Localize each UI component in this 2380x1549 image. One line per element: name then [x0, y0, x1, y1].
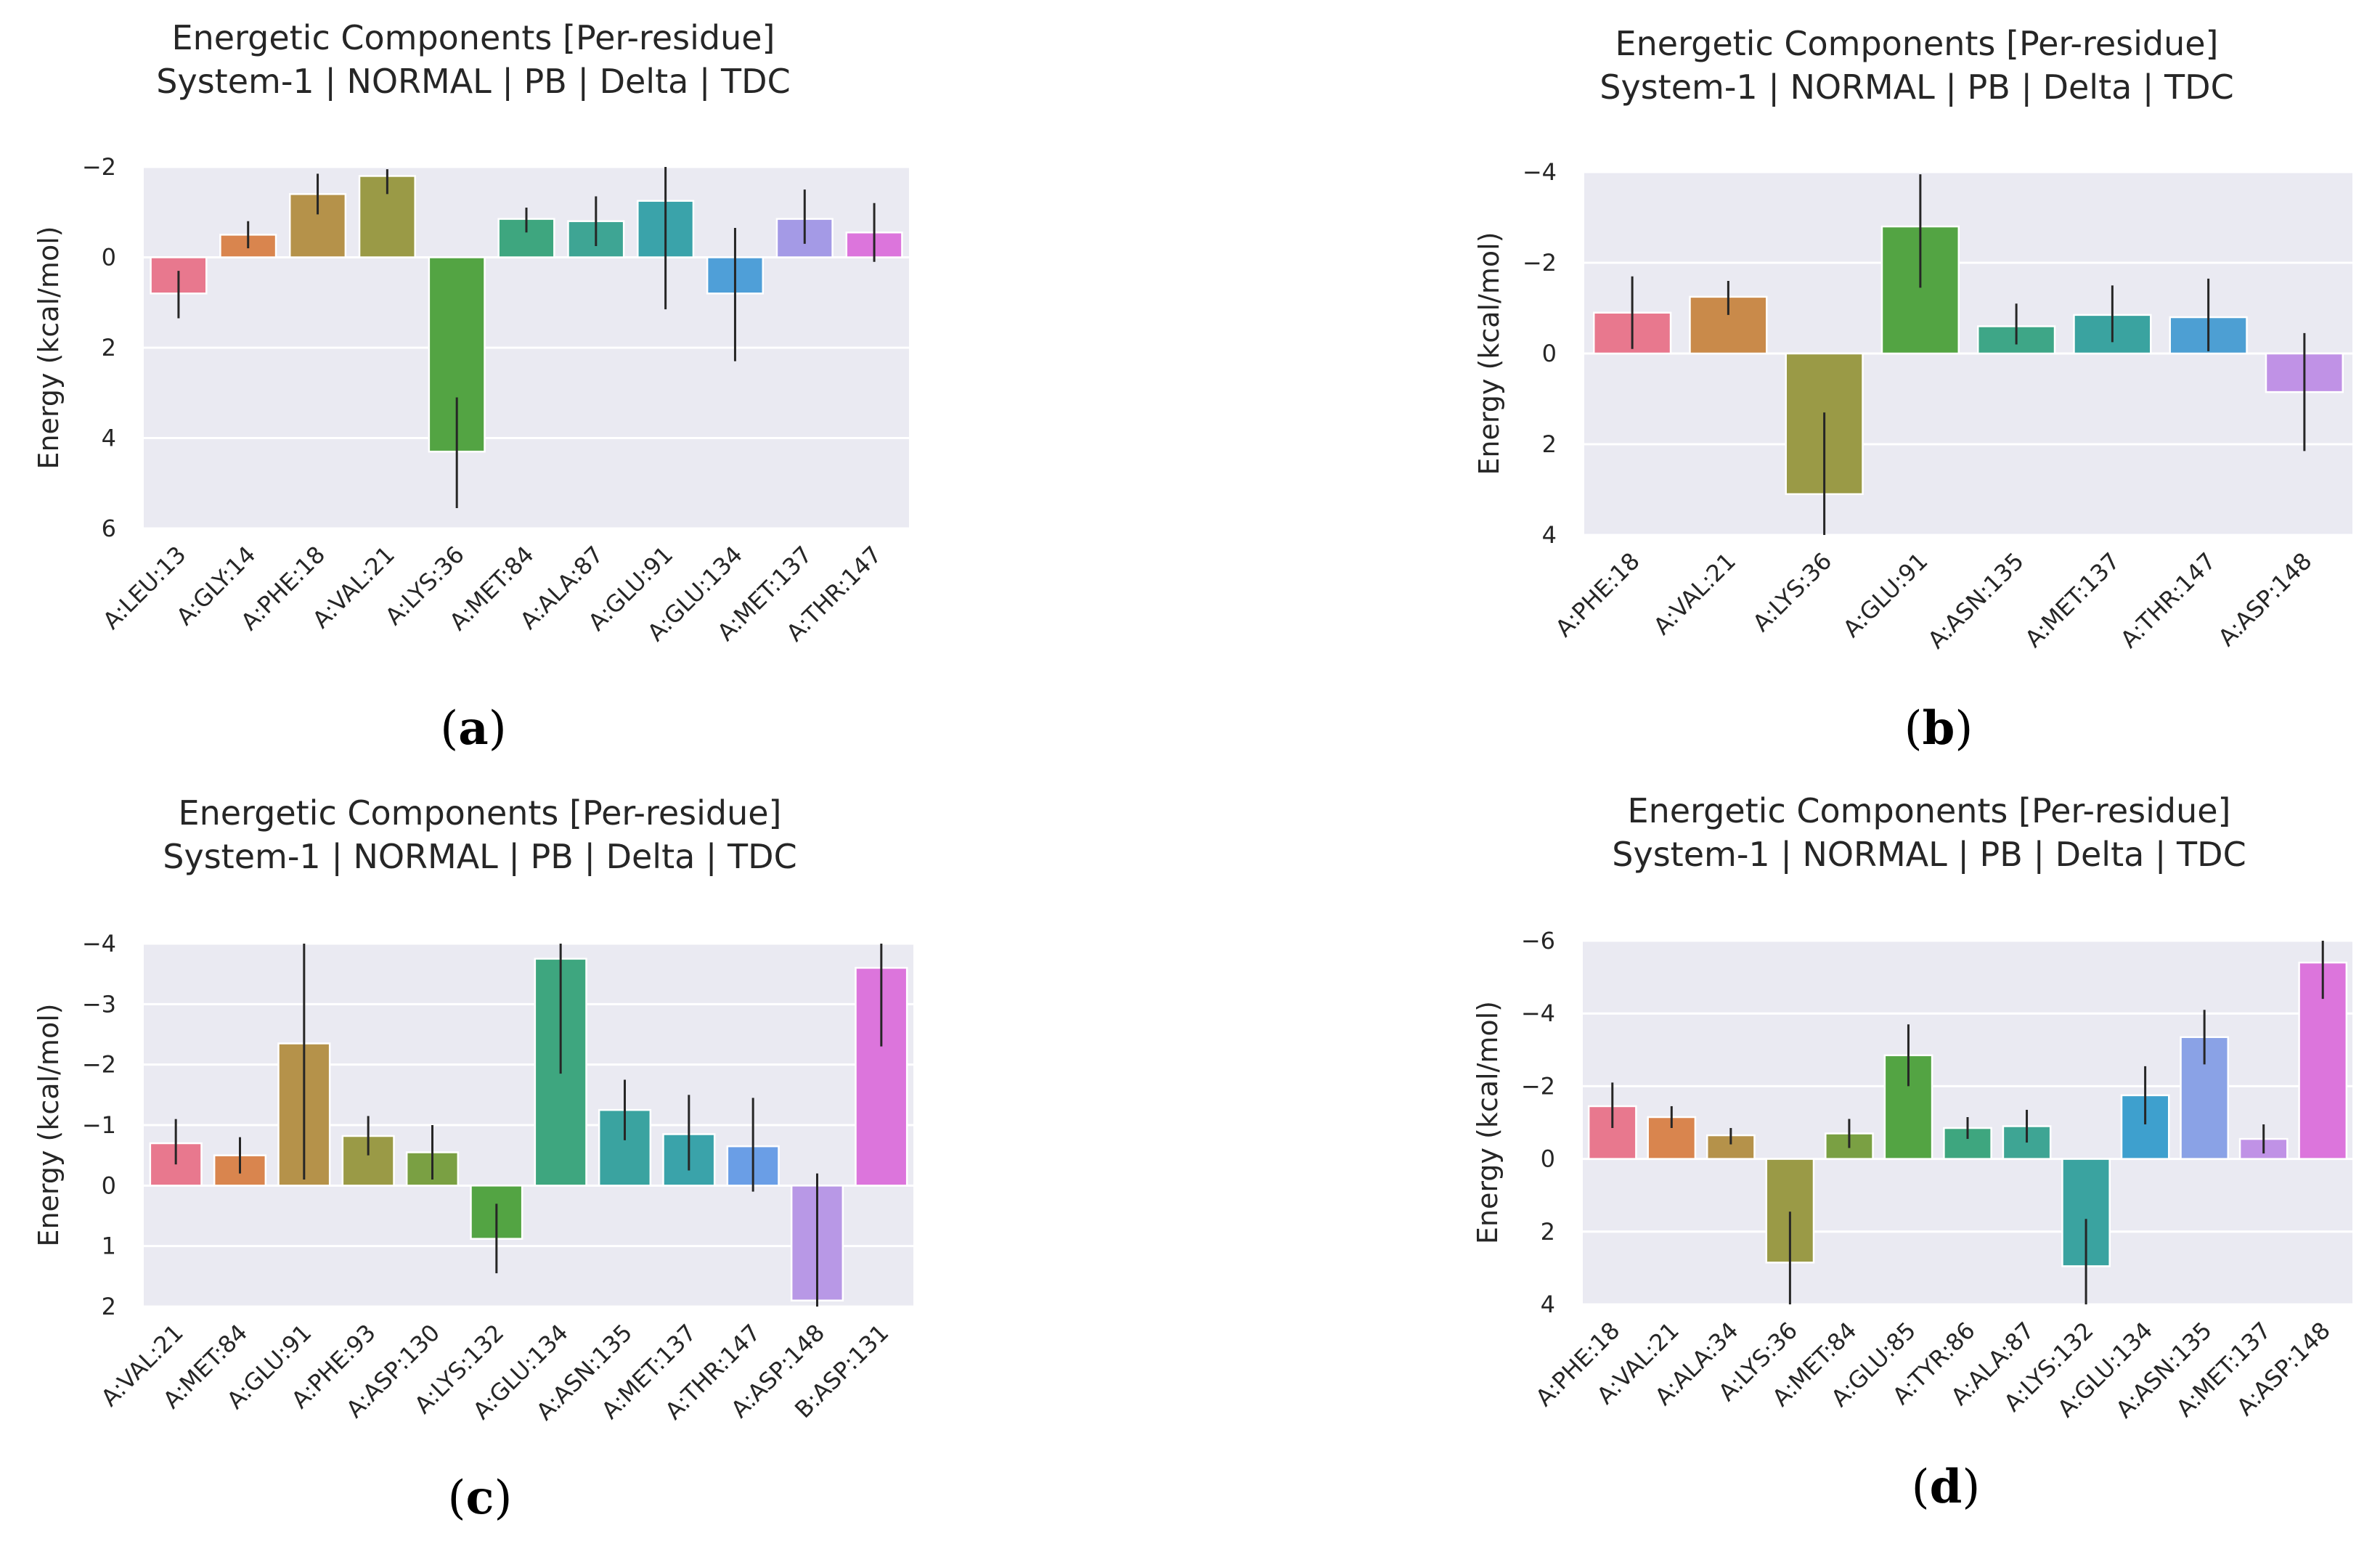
y-tick-label: −3 [82, 990, 116, 1018]
bar-A:LYS:36 [1765, 1158, 1815, 1264]
chart-title-line-2: System-1 | NORMAL | PB | Delta | TDC [156, 62, 790, 102]
panel-label-paren: ) [1955, 702, 1973, 756]
panel-label-letter: b [1923, 701, 1955, 756]
panel-label: (a) [440, 701, 506, 756]
y-tick-label: −2 [1521, 1072, 1555, 1100]
chart-title-line-2: System-1 | NORMAL | PB | Delta | TDC [1612, 835, 2246, 875]
chart-title-line-2: System-1 | NORMAL | PB | Delta | TDC [163, 837, 796, 877]
y-axis-label: Energy (kcal/mol) [1472, 1001, 1504, 1244]
bar-A:LYS:132 [2061, 1158, 2111, 1267]
y-tick-label: 4 [102, 425, 116, 452]
x-tick-label: A:VAL:21 [1648, 547, 1741, 640]
bar-A:ASN:135 [598, 1108, 652, 1187]
panel-b: Energetic Components [Per-residue] System… [1473, 24, 2352, 756]
panel-label: (c) [448, 1471, 513, 1525]
panel-label: (b) [1904, 701, 1973, 756]
panel-label-paren: ) [1962, 1460, 1980, 1514]
x-tick-label: A:MET:137 [2019, 547, 2125, 653]
x-tick-label: A:ASN:135 [1923, 547, 2029, 654]
y-tick-label: −1 [82, 1111, 116, 1139]
y-axis-label: Energy (kcal/mol) [33, 1003, 65, 1246]
y-tick-label: −2 [82, 153, 116, 181]
y-tick-label: −6 [1521, 927, 1555, 955]
y-tick-label: 1 [102, 1233, 116, 1260]
y-axis-label: Energy (kcal/mol) [1473, 232, 1505, 475]
panel-label-letter: a [458, 701, 488, 756]
y-axis-label: Energy (kcal/mol) [33, 226, 65, 469]
panel-label-paren: ( [1912, 1460, 1930, 1514]
y-tick-label: 2 [102, 1293, 116, 1320]
y-tick-label: 2 [1542, 430, 1557, 458]
panel-label-paren: ) [489, 702, 507, 756]
y-tick-label: 2 [102, 334, 116, 361]
x-tick-label: A:LYS:36 [1748, 547, 1838, 637]
y-tick-label: 6 [102, 515, 116, 542]
x-tick-label: A:GLU:91 [1838, 547, 1933, 643]
y-tick-label: −4 [1523, 158, 1557, 186]
chart-title-line-1: Energetic Components [Per-residue] [172, 18, 775, 57]
panel-label-letter: c [466, 1471, 494, 1525]
x-tick-label: A:LEU:13 [97, 541, 191, 634]
y-tick-label: 0 [1542, 340, 1557, 367]
panel-label: (d) [1912, 1460, 1981, 1514]
panel-label-paren: ( [1904, 702, 1923, 756]
panel-label-paren: ) [494, 1471, 512, 1525]
y-tick-label: 0 [102, 244, 116, 271]
y-tick-label: −2 [1523, 249, 1557, 277]
y-tick-label: 2 [1541, 1218, 1555, 1246]
panel-label-letter: d [1930, 1460, 1963, 1514]
panel-label-paren: ( [448, 1471, 466, 1525]
chart-title-line-1: Energetic Components [Per-residue] [1615, 24, 2219, 63]
y-tick-label: −4 [82, 930, 116, 957]
x-tick-label: A:PHE:18 [1550, 547, 1645, 642]
chart-title-line-2: System-1 | NORMAL | PB | Delta | TDC [1599, 68, 2233, 107]
y-tick-label: −2 [82, 1051, 116, 1079]
panel-d: Energetic Components [Per-residue] System… [1472, 791, 2352, 1514]
x-tick-label: A:THR:147 [2115, 547, 2221, 653]
y-tick-label: 4 [1541, 1291, 1555, 1318]
panel-a: Energetic Components [Per-residue] System… [33, 18, 909, 756]
y-tick-label: 0 [1541, 1145, 1555, 1173]
panel-label-paren: ( [440, 702, 458, 756]
chart-title-line-1: Energetic Components [Per-residue] [179, 793, 782, 833]
y-tick-label: 0 [102, 1172, 116, 1199]
y-tick-label: −4 [1521, 1000, 1555, 1027]
y-tick-label: 4 [1542, 521, 1557, 549]
panel-c: Energetic Components [Per-residue]System… [33, 793, 913, 1525]
x-tick-label: A:ASP:148 [2213, 547, 2318, 652]
chart-title-line-1: Energetic Components [Per-residue] [1628, 791, 2231, 830]
